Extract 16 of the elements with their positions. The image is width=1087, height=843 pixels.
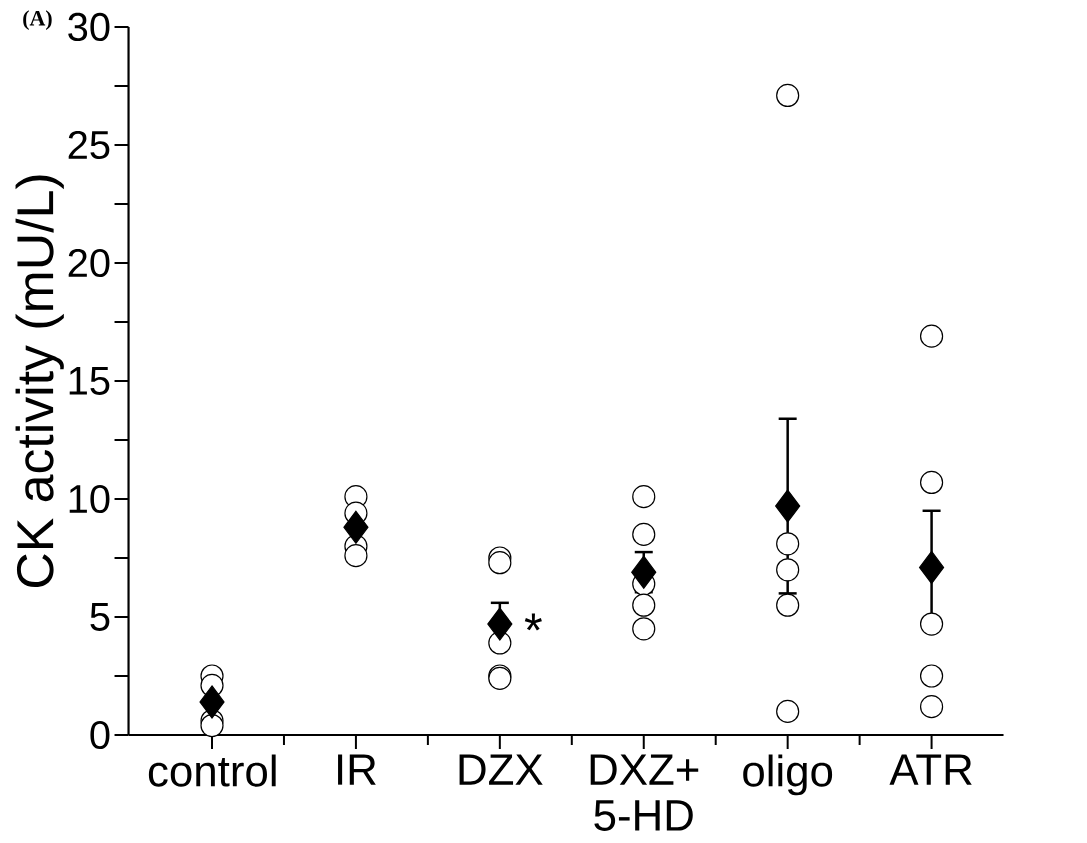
y-tick-label: 0	[90, 720, 110, 750]
x-tick-label: DXZ+ 5-HD	[590, 754, 699, 831]
y-tick-label: 10	[69, 484, 110, 514]
y-tick-label: 15	[69, 367, 110, 395]
x-tick-label: control	[148, 754, 276, 787]
x-tick-label: IR	[338, 754, 376, 785]
x-tick-label: oligo	[743, 754, 833, 796]
y-tick-label: 30	[68, 12, 110, 42]
y-tick-label: 20	[68, 248, 110, 278]
y-axis-title: CK activity (mU/L)	[15, 175, 64, 588]
chart-title: (A)	[23, 10, 52, 31]
annotation: *	[524, 613, 542, 631]
y-tick-label: 5	[90, 603, 110, 631]
x-tick-label: ATR	[889, 754, 972, 785]
x-tick-label: DZX	[459, 754, 543, 785]
y-tick-label: 25	[68, 130, 110, 160]
